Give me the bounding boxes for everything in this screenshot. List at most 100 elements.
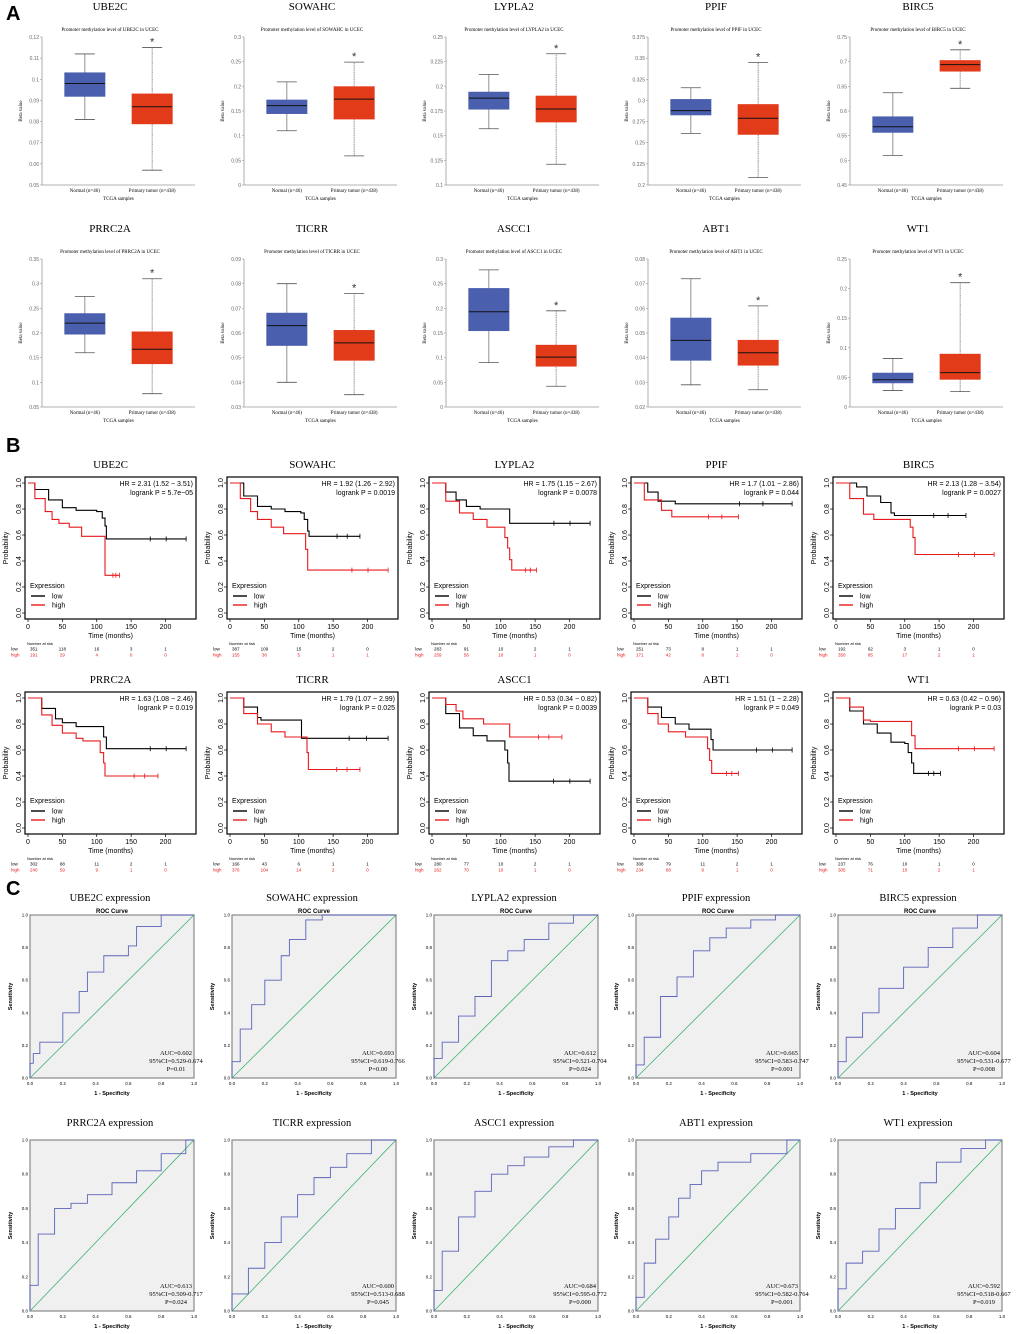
risk-count-high: 191 [30,653,38,658]
normal-box [468,91,510,110]
legend-label-high: high [860,603,873,610]
y-tick-label: 0.25 [433,35,443,41]
y-axis-label: Sensitivity [210,982,216,1010]
x-tick-label: 100 [293,839,305,846]
x-tick-label: 0 [26,624,30,631]
x-tick-label: 50 [260,839,268,846]
km-plot-birc5: BIRC5 0 50 100 150 200 0.0 0.2 0.4 0.6 0.8 1.0 Proba… [811,459,1005,658]
y-tick-label: 1.0 [824,693,831,703]
gene-title: WT1 [907,674,930,686]
y-tick-label: 0.0 [22,1309,29,1314]
roc-title: ABT1 expression [679,1118,754,1129]
plot-frame [832,476,1005,620]
risk-table-header: Number at risk [431,641,457,646]
y-tick-label: 1.0 [628,1138,635,1143]
risk-count-low: 351 [30,647,38,652]
normal-box [64,72,106,97]
risk-count-low: 1 [332,862,335,867]
risk-count-high: 1 [332,653,335,658]
significance-star: * [150,37,155,49]
risk-row-label-high: high [213,653,222,658]
risk-count-high: 38 [262,653,268,658]
x-tick-label: 0.0 [835,1081,842,1086]
gene-title: LYPLA2 [494,1,534,13]
significance-star: * [958,39,963,51]
reference-line [635,1139,801,1312]
legend-label-low: low [860,594,871,601]
x-tick-label: 50 [664,839,672,846]
x-tick-label: 0.6 [529,1314,536,1319]
risk-count-high: 0 [568,868,571,873]
x-tick-label: 0.8 [360,1081,367,1086]
x-tick-label: 0.0 [27,1314,34,1319]
y-tick-label: 0.12 [29,35,39,41]
x-tick-label: 1.0 [595,1081,602,1086]
x-tick-label: 0 [228,839,232,846]
x-tick-label: 200 [564,624,576,631]
y-tick-label: 0.375 [632,35,645,41]
km-curve-low [634,697,793,751]
x-category-label: Normal (n=46) [70,411,101,416]
y-tick-label: 1.0 [218,478,225,488]
x-tick-label: 0 [632,839,636,846]
y-tick-label: 0.7 [840,60,847,66]
reference-line [635,914,801,1079]
risk-count-low: 280 [434,862,442,867]
y-tick-label: 0.15 [29,356,39,362]
roc-title: PPIF expression [682,893,751,904]
x-category-label: Normal (n=46) [272,189,303,194]
x-tick-label: 100 [899,839,911,846]
x-axis-label: TCGA samples [507,419,538,424]
legend-label-high: high [52,818,65,825]
hazard-ratio: HR = 1.63 (1.08 − 2.46) [119,696,193,703]
x-tick-label: 50 [866,624,874,631]
normal-box [266,312,308,346]
x-tick-label: 100 [293,624,305,631]
panel-label-a: A [6,3,20,25]
risk-count-high: 2 [938,653,941,658]
risk-count-low: 251 [636,647,644,652]
x-tick-label: 100 [495,839,507,846]
y-axis-label: Sensitivity [816,982,822,1010]
risk-row-label-high: high [415,868,424,873]
risk-count-low: 3 [130,647,133,652]
km-curve-low [836,697,941,774]
legend-title: Expression [232,583,267,590]
plot-frame [428,476,601,620]
y-tick-label: 0.0 [622,608,629,618]
roc-curve [29,1139,194,1311]
roc-curve [635,1139,800,1311]
risk-count-low: 15 [296,647,302,652]
x-tick-label: 1.0 [595,1314,602,1319]
y-tick-label: 0.4 [426,1010,433,1015]
roc-plot-title: ROC Curve [702,909,735,915]
risk-count-high: 5 [297,653,300,658]
y-tick-label: 0.4 [426,1240,433,1245]
km-curve-low [836,482,966,517]
x-tick-label: 150 [125,624,137,631]
gene-title: TICRR [296,223,329,235]
roc-title: BIRC5 expression [879,893,957,904]
hazard-ratio: HR = 1.75 (1.15 − 2.67) [523,481,597,488]
y-tick-label: 0.4 [22,1240,29,1245]
y-tick-label: 0.4 [830,1010,837,1015]
legend-title: Expression [636,798,671,805]
y-tick-label: 0.35 [29,257,39,263]
roc-plot-title: ROC Curve [96,909,129,915]
x-tick-label: 0.4 [92,1314,99,1319]
y-tick-label: 0.06 [231,331,241,337]
gene-title: WT1 [907,223,930,235]
risk-count-high: 10 [498,653,504,658]
y-tick-label: 0.2 [622,797,629,807]
reference-line [231,914,397,1079]
significance-star: * [756,295,761,307]
x-tick-label: 0.6 [529,1081,536,1086]
x-axis-label: 1 - Specificity [902,1091,938,1097]
y-tick-label: 0.0 [628,1076,635,1081]
y-tick-label: 0.6 [622,745,629,755]
risk-count-low: 2 [534,862,537,867]
x-tick-label: 200 [968,839,980,846]
x-tick-label: 1.0 [797,1314,804,1319]
km-plot-prrc2a: PRRC2A 0 50 100 150 200 0.0 0.2 0.4 0.6 0.8 1.0 Prob… [3,674,197,873]
